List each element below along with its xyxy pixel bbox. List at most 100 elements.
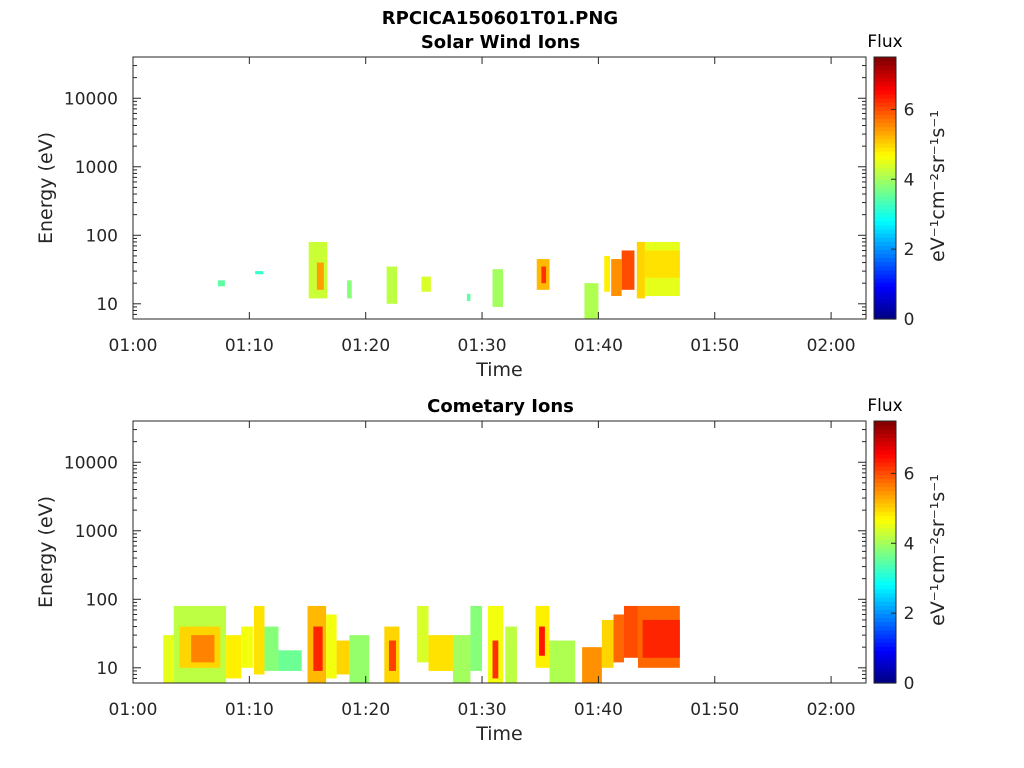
- spectrogram-cell: [492, 640, 499, 679]
- colorbar-swatch: [874, 97, 896, 103]
- panel-1: 01:00 01:10 01:20 01:30 01:40 01:50 02:00 10 100…: [35, 396, 949, 745]
- y-tick-label: 10000: [64, 89, 118, 109]
- colorbar-swatch: [874, 457, 896, 463]
- colorbar-swatch: [874, 494, 896, 500]
- colorbar-swatch: [874, 151, 896, 156]
- y-tick-label: 100: [86, 226, 118, 246]
- spectrogram-cell: [336, 640, 350, 675]
- colorbar-swatch: [874, 625, 896, 631]
- colorbar-swatch: [874, 298, 896, 304]
- colorbar-swatch: [874, 605, 896, 610]
- colorbar-title: Flux: [867, 396, 902, 416]
- colorbar-swatch: [874, 212, 896, 218]
- spectrogram-cell: [255, 271, 264, 275]
- axes-frame: [132, 56, 867, 320]
- colorbar-swatch: [874, 584, 896, 590]
- colorbar-swatch: [874, 576, 896, 582]
- spectrogram-cell: [388, 640, 396, 671]
- colorbar-swatch: [874, 547, 896, 553]
- spectrogram-cell: [621, 250, 635, 290]
- colorbar-swatch: [874, 678, 896, 684]
- x-tick-label: 02:00: [807, 700, 856, 720]
- colorbar-swatch: [874, 531, 896, 537]
- spectrogram-cell: [644, 250, 680, 278]
- colorbar-swatch: [874, 224, 896, 230]
- colorbar-swatch: [874, 294, 896, 300]
- spectrogram-cell: [623, 605, 638, 658]
- colorbar-swatch: [874, 429, 896, 434]
- colorbar-swatch: [874, 560, 896, 565]
- colorbar-swatch: [874, 613, 896, 619]
- colorbar-swatch: [874, 175, 896, 181]
- colorbar-swatch: [874, 498, 896, 504]
- spectrogram-cell: [636, 241, 645, 299]
- colorbar-swatch: [874, 572, 896, 578]
- colorbar-swatch: [874, 118, 896, 124]
- colorbar-swatch: [874, 523, 896, 529]
- colorbar-swatch: [874, 65, 896, 70]
- colorbar-tick-label: 6: [904, 464, 915, 484]
- colorbar-swatch: [874, 286, 896, 291]
- colorbar-swatch: [874, 122, 896, 128]
- panel-title: Solar Wind Ions: [421, 32, 580, 53]
- colorbar-swatch: [874, 486, 896, 492]
- spectrogram-cell: [226, 635, 242, 679]
- spectrogram-cell: [470, 605, 483, 671]
- colorbar-swatch: [874, 93, 896, 99]
- colorbar-swatch: [874, 179, 896, 185]
- colorbar-swatch: [874, 425, 896, 430]
- x-axis-label: Time: [475, 723, 523, 745]
- spectrogram-cell: [241, 626, 253, 668]
- colorbar-tick-label: 4: [904, 534, 915, 554]
- figure-title: RPCICA150601T01.PNG: [382, 8, 618, 29]
- spectrogram-cell: [278, 650, 302, 671]
- x-axis-label: Time: [475, 359, 523, 381]
- colorbar-swatch: [874, 265, 896, 271]
- colorbar-swatch: [874, 470, 896, 475]
- spectrogram-cell: [466, 293, 471, 301]
- colorbar-swatch: [874, 314, 896, 320]
- colorbar-swatch: [874, 539, 896, 545]
- colorbar-swatch: [874, 89, 896, 95]
- x-tick-label: 01:20: [341, 336, 390, 356]
- colorbar-swatch: [874, 142, 896, 148]
- y-tick-label: 10: [96, 295, 118, 315]
- colorbar-swatch: [874, 654, 896, 660]
- colorbar-swatch: [874, 171, 896, 177]
- colorbar-title: Flux: [867, 32, 902, 52]
- colorbar-swatch: [874, 163, 896, 169]
- colorbar-swatch: [874, 302, 896, 308]
- colorbar-swatch: [874, 261, 896, 267]
- colorbar-swatch: [874, 449, 896, 455]
- spectrogram-cell: [313, 626, 323, 671]
- spectrogram-cell: [191, 635, 215, 663]
- spectrogram-cell: [613, 614, 624, 663]
- colorbar-swatch: [874, 662, 896, 668]
- colorbar-swatch: [874, 147, 896, 152]
- x-tick-label: 01:30: [458, 336, 507, 356]
- spectrogram-cell: [601, 619, 614, 668]
- colorbar-swatch: [874, 658, 896, 664]
- colorbar-swatch: [874, 138, 896, 144]
- colorbar: 0 2 4 6 Flux eV⁻¹cm⁻²sr⁻¹s⁻¹: [867, 32, 949, 330]
- panel-title: Cometary Ions: [427, 396, 574, 417]
- colorbar-swatch: [874, 134, 896, 140]
- x-tick-label: 02:00: [807, 336, 856, 356]
- y-tick-label: 1000: [75, 158, 118, 178]
- x-tick-label: 01:00: [109, 700, 158, 720]
- y-tick-label: 10000: [64, 453, 118, 473]
- colorbar-swatch: [874, 637, 896, 643]
- spectrogram-cell: [492, 269, 503, 307]
- y-tick-label: 1000: [75, 522, 118, 542]
- colorbar-frame: [873, 56, 897, 320]
- colorbar-swatch: [874, 437, 896, 443]
- spectrogram-cell: [326, 614, 337, 679]
- colorbar-swatch: [874, 106, 896, 111]
- colorbar-swatch: [874, 233, 896, 238]
- colorbar-swatch: [874, 478, 896, 484]
- spectrogram-cell: [347, 280, 352, 299]
- colorbar-tick-label: 0: [904, 674, 915, 694]
- colorbar-swatch: [874, 515, 896, 520]
- x-tick-label: 01:20: [341, 700, 390, 720]
- colorbar-swatch: [874, 642, 896, 647]
